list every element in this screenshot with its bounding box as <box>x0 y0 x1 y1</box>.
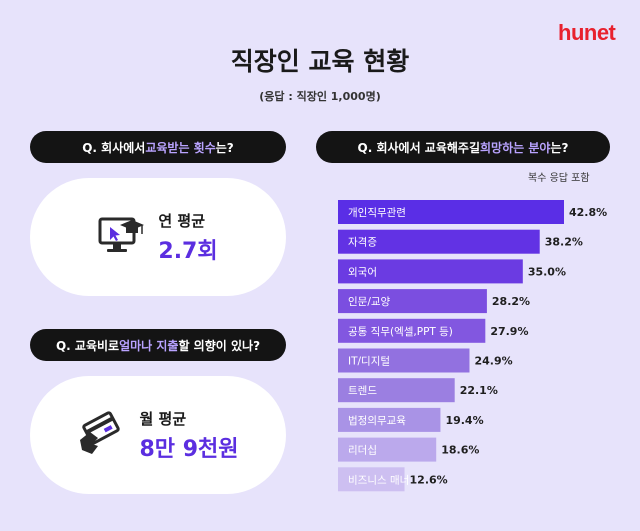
bar-value-label-8: 18.6% <box>441 444 479 457</box>
question-3-pre: Q. 교육비로 <box>55 338 120 353</box>
bar-1 <box>338 229 540 254</box>
bar-value-label-2: 35.0% <box>528 265 566 278</box>
bar-7 <box>338 407 441 432</box>
bar-0 <box>338 200 564 224</box>
credit-card-hand-icon <box>78 410 126 460</box>
question-3-post: 할 의향이 있나? <box>178 338 261 353</box>
page-subtitle: (응답 : 직장인 1,000명) <box>259 90 381 103</box>
bar-category-label-1: 자격증 <box>348 236 377 249</box>
bar-value-label-7: 19.4% <box>445 414 483 427</box>
question-2-highlight: 희망하는 분야 <box>480 140 551 155</box>
question-2-pre: Q. 회사에서 교육해주길 <box>357 140 481 155</box>
bar-8 <box>338 437 437 462</box>
annual-average-label: 연 평균 <box>158 211 206 230</box>
bar-value-label-1: 38.2% <box>545 236 583 249</box>
question-3: Q. 교육비로 얼마나 지출 할 의향이 있나? <box>30 329 286 361</box>
question-2-post: 는? <box>550 140 569 155</box>
brand-logo: hunet <box>558 20 616 45</box>
multiple-response-note: 복수 응답 포함 <box>528 173 590 184</box>
bar-category-label-5: IT/디지털 <box>348 356 390 368</box>
annual-average-card: 연 평균 2.7회 <box>30 178 286 296</box>
bar-category-label-7: 법정의무교육 <box>348 415 406 427</box>
bar-2 <box>338 259 523 284</box>
question-2: Q. 회사에서 교육해주길 희망하는 분야 는? <box>316 131 610 163</box>
bar-value-label-0: 42.8% <box>569 206 607 219</box>
question-3-highlight: 얼마나 지출 <box>119 338 179 353</box>
bar-category-label-8: 리더십 <box>348 445 377 457</box>
bar-category-label-6: 트렌드 <box>348 385 377 397</box>
question-1: Q. 회사에서 교육받는 횟수 는? <box>30 131 286 163</box>
bar-3 <box>338 289 487 314</box>
question-1-pre: Q. 회사에서 <box>82 140 146 155</box>
question-1-post: 는? <box>215 140 234 155</box>
monthly-average-value: 8만 9천원 <box>139 436 239 462</box>
page-title: 직장인 교육 현황 <box>230 47 410 76</box>
bar-category-label-2: 외국어 <box>348 266 377 278</box>
bar-4 <box>338 318 486 343</box>
bar-value-label-5: 24.9% <box>474 355 512 368</box>
bar-value-label-4: 27.9% <box>490 325 528 338</box>
bar-value-label-6: 22.1% <box>460 384 498 397</box>
computer-education-icon <box>98 212 145 262</box>
annual-average-value: 2.7회 <box>158 238 218 264</box>
bar-value-label-9: 12.6% <box>410 473 448 486</box>
question-1-highlight: 교육받는 횟수 <box>145 140 216 155</box>
bar-5 <box>338 348 470 373</box>
bar-value-label-3: 28.2% <box>492 295 530 308</box>
bar-6 <box>338 378 455 403</box>
bar-category-label-3: 인문/교양 <box>348 296 391 308</box>
bar-category-label-9: 비즈니스 매너 <box>348 474 409 486</box>
monthly-average-card: 월 평균 8만 9천원 <box>30 376 286 494</box>
monthly-average-label: 월 평균 <box>139 409 187 428</box>
bar-category-label-4: 공통 직무(엑셀,PPT 등) <box>348 326 453 338</box>
bar-9 <box>338 467 405 492</box>
bar-category-label-0: 개인직무관련 <box>348 207 406 219</box>
